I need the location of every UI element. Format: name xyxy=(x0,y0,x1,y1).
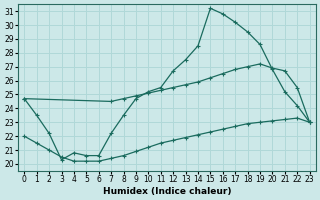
X-axis label: Humidex (Indice chaleur): Humidex (Indice chaleur) xyxy=(103,187,231,196)
